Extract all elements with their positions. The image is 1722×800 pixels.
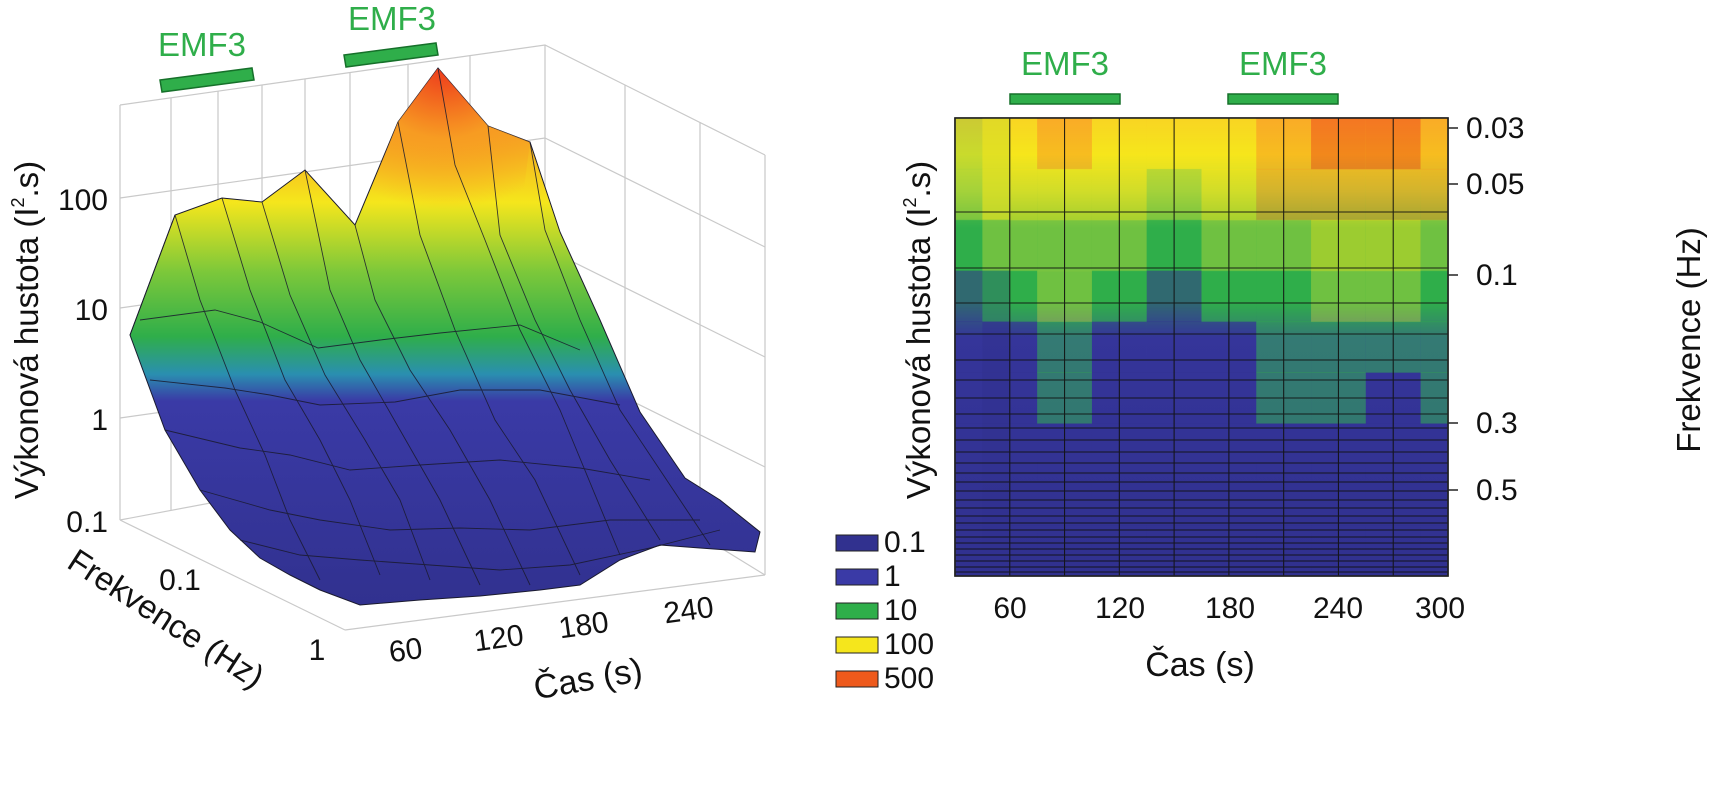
emf3-label: EMF3 (1239, 45, 1327, 82)
time-tick: 60 (387, 632, 425, 669)
emf3-bar (1227, 93, 1339, 105)
heatmap-x-label: Čas (s) (1145, 646, 1255, 684)
emf3-label: EMF3 (158, 26, 246, 63)
time-tick: 180 (557, 606, 611, 646)
y-tick: 0.05 (1466, 168, 1524, 201)
time-tick: 240 (662, 591, 716, 631)
surface-mesh (129, 67, 721, 586)
z-tick: 10 (75, 294, 108, 327)
heatmap-cell (1420, 270, 1448, 323)
time-axis-ticks: 60 120 180 240 (387, 591, 716, 669)
legend-swatch (835, 534, 879, 552)
emf3-markers: EMF3 EMF3 (158, 0, 439, 93)
x-tick: 300 (1415, 592, 1465, 625)
z-axis-label: Výkonová hustota (I2.s) (8, 161, 45, 499)
time-axis-label: Čas (s) (531, 651, 645, 707)
legend-label: 100 (884, 628, 934, 661)
freq-tick: 1 (309, 634, 326, 667)
legend-swatch (835, 602, 879, 620)
emf3-bar (159, 67, 255, 93)
surface-plot-3d: 100 10 1 0.1 Výkonová hustota (I2.s) 0.1… (8, 0, 766, 707)
y-tick: 0.5 (1476, 474, 1518, 507)
x-tick: 120 (1095, 592, 1145, 625)
heatmap-cell (1420, 219, 1448, 272)
legend-label: 500 (884, 662, 934, 695)
x-tick: 180 (1205, 592, 1255, 625)
legend-swatch (835, 568, 879, 586)
z-tick: 0.1 (66, 506, 108, 539)
legend-label: 1 (884, 560, 901, 593)
legend-label: 0.1 (884, 526, 926, 559)
heatmap-y-ticks: 0.03 0.05 0.1 0.3 0.5 (1466, 112, 1524, 507)
heatmap-right-label: Frekvence (Hz) (1670, 227, 1707, 453)
emf3-label: EMF3 (348, 0, 436, 37)
y-tick: 0.1 (1476, 259, 1518, 292)
heatmap-cell (1420, 118, 1448, 170)
legend-swatch (835, 670, 879, 688)
emf3-label: EMF3 (1021, 45, 1109, 82)
surface-body (129, 67, 761, 606)
heatmap-x-ticks: 60 120 180 240 300 (993, 592, 1465, 625)
y-tick: 0.03 (1466, 112, 1524, 145)
y-tick: 0.3 (1476, 407, 1518, 440)
heatmap-left-label: Výkonová hustota (I2.s) (900, 161, 937, 499)
time-tick: 120 (472, 619, 526, 659)
z-axis-ticks: 100 10 1 0.1 (58, 184, 108, 539)
freq-tick: 0.1 (159, 564, 201, 597)
heatmap-cell (1420, 168, 1448, 221)
x-tick: 60 (993, 592, 1026, 625)
heatmap-emf3-markers: EMF3 EMF3 (1009, 45, 1339, 105)
freq-axis-ticks: 0.1 1 (159, 564, 325, 667)
emf3-bar (1009, 93, 1121, 105)
heatmap-grid (954, 118, 1449, 576)
legend-swatch (835, 636, 879, 654)
x-tick: 240 (1313, 592, 1363, 625)
legend-label: 10 (884, 594, 917, 627)
heatmap-cell (1420, 525, 1448, 577)
heatmap-cell (1420, 321, 1448, 373)
emf3-bar (343, 42, 439, 68)
heatmap-cell (1420, 423, 1448, 475)
heatmap-plot: 60 120 180 240 300 Čas (s) 0.03 0.05 0.1… (835, 45, 1707, 695)
z-tick: 1 (91, 404, 108, 437)
right-axis-ticks (1448, 127, 1458, 491)
z-tick: 100 (58, 184, 108, 217)
